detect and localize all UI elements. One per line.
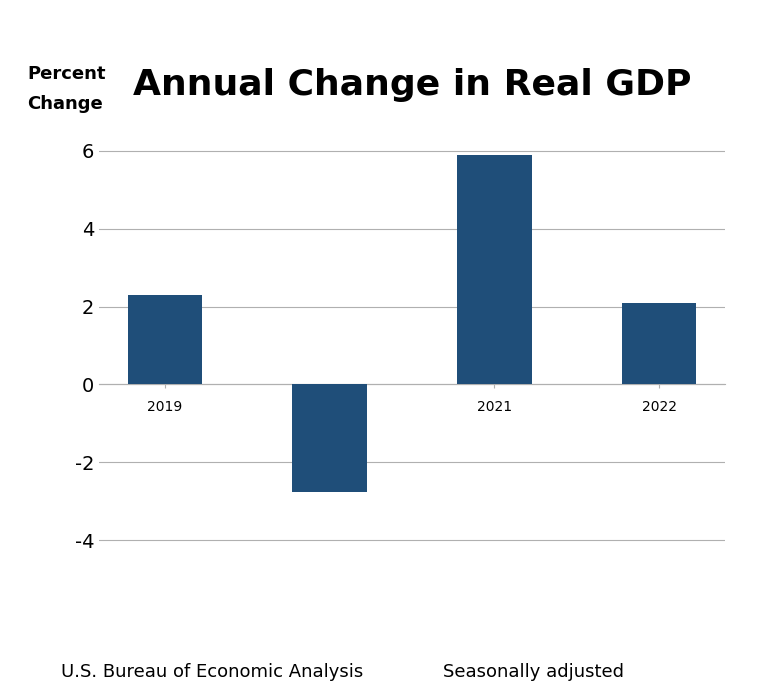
Text: U.S. Bureau of Economic Analysis: U.S. Bureau of Economic Analysis <box>61 662 363 681</box>
Text: Change: Change <box>27 96 103 113</box>
Text: Seasonally adjusted: Seasonally adjusted <box>443 662 623 681</box>
Bar <box>127 295 202 385</box>
Title: Annual Change in Real GDP: Annual Change in Real GDP <box>133 68 691 102</box>
Bar <box>457 154 532 385</box>
Bar <box>622 303 697 385</box>
Text: Percent: Percent <box>27 65 106 83</box>
Bar <box>292 385 367 492</box>
